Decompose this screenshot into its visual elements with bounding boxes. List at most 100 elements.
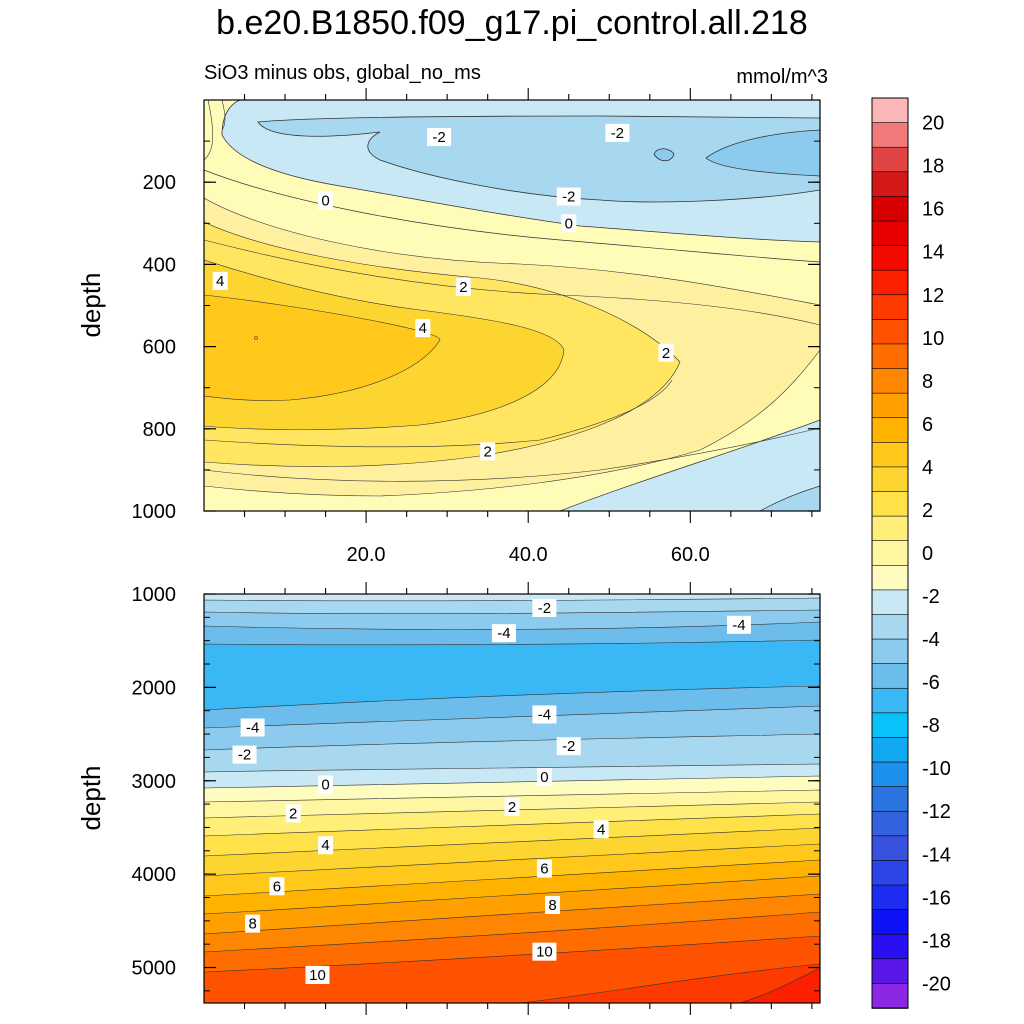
upper-fill-negative-deep [559,419,820,511]
contour-label-box [318,191,334,210]
colorbar-tick-label: 14 [922,242,944,264]
contour-label: 0 [321,776,329,793]
colorbar-tick-label: -18 [922,930,951,952]
y-tick-label: 5000 [132,958,177,980]
contour-label: 6 [540,861,548,878]
colorbar-swatch [871,663,909,690]
x-tick-label: 40.0 [509,544,548,566]
contour-label: 4 [321,837,329,854]
colorbar-swatch [871,737,909,763]
contour-label-box [556,737,581,756]
contour-label: -2 [611,125,624,142]
y-tick-label: 200 [143,172,176,194]
colorbar-swatch [871,614,909,640]
contour-label-box [245,914,261,933]
contour-label-box [536,768,552,787]
y-tick-label: 4000 [132,864,177,886]
lower-contour-labels: -2 -4 -4 -4 -4 -2 -2 0 0 2 2 4 4 6 6 8 8 10 10 [232,599,751,984]
colorbar-tick-label: 12 [922,285,944,307]
y-tick-label: 2000 [132,677,177,699]
colorbar-tick-label: 4 [922,457,933,479]
y-tick-label: 400 [143,254,176,276]
contour-label: -2 [562,189,575,206]
contour-label-box [427,127,452,146]
upper-fill-neg2-patch [705,129,820,177]
colorbar-tick-label: -10 [922,758,951,780]
colorbar-swatch [871,417,909,444]
contour-label: 4 [597,821,605,838]
colorbar-tick-label: 16 [922,199,944,221]
y-tick-label: 3000 [132,771,177,793]
contour-label-box [491,624,516,643]
contour-label-box [658,343,674,362]
colorbar-swatch [871,860,909,886]
upper-contour-line [204,427,820,482]
colorbar-swatch [871,343,909,370]
contour-label-box [240,718,265,737]
colorbar-swatch [871,712,909,739]
contour-label: 2 [662,345,670,362]
upper-contour-fill [204,100,820,511]
contour-label: -2 [238,747,251,764]
colorbar-swatch [871,810,909,837]
contour-label: 0 [321,193,329,210]
contour-label-box [212,271,228,290]
upper-panel: -2 -2 -2 0 0 4 2 4 2 2 200 400 600 800 1000 20.0 40.0 60… [132,88,821,566]
colorbar-swatch [871,884,909,911]
contour-label: -4 [732,617,745,634]
chart-title: b.e20.B1850.f09_g17.pi_control.all.218 [216,4,808,42]
colorbar-swatch [871,687,909,714]
colorbar-swatch [871,515,909,542]
colorbar-tick-label: 8 [922,371,933,393]
colorbar-swatch [871,392,909,419]
contour-label: -4 [538,706,551,723]
colorbar-swatch [871,933,909,960]
colorbar-tick-label: 6 [922,414,933,436]
colorbar-swatch [871,761,909,788]
contour-label-box [532,599,557,618]
colorbar-swatch [871,146,909,173]
upper-contour-labels: -2 -2 -2 0 0 4 2 4 2 2 [212,123,674,461]
contour-label: 10 [309,967,326,984]
contour-label: -4 [497,625,510,642]
y-tick-label: 800 [143,419,176,441]
colorbar-swatch [871,564,909,591]
x-tick-label: 20.0 [347,544,386,566]
contour-label: 0 [540,769,548,786]
contour-label: -2 [432,129,445,146]
contour-label-box [305,965,330,984]
contour-label: 6 [273,878,281,895]
colorbar-swatch [871,220,909,247]
contour-label: 10 [536,944,553,961]
upper-contour-line [204,100,214,161]
contour-label-box [593,820,609,839]
colorbar-tick-label: 2 [922,500,933,522]
contour-label-box [269,877,285,896]
contour-label: 8 [548,897,556,914]
colorbar-swatch [871,909,909,936]
contour-label-box [532,942,557,961]
colorbar-tick-label: -8 [922,715,940,737]
upper-fill-neg2-core [257,115,820,203]
colorbar-tick-label: -6 [922,672,940,694]
contour-label-box [318,836,334,855]
colorbar-tick-label: -20 [922,973,951,995]
colorbar-tick-label: -4 [922,629,940,651]
contour-label: 2 [459,279,467,296]
colorbar-swatch [871,491,909,517]
colorbar-swatch [871,958,909,985]
colorbar-swatch [871,97,909,124]
colorbar-swatch [871,269,909,296]
chart-subtitle: SiO3 minus obs, global_no_ms [204,62,481,84]
colorbar-swatch [871,294,909,321]
units-label: mmol/m^3 [736,66,828,88]
lower-panel: -2 -4 -4 -4 -4 -2 -2 0 0 2 2 4 4 6 6 8 8 10 10 1000 2000 300… [132,582,821,1015]
contour-label-box [545,895,561,914]
contour-label-box [455,278,471,297]
contour-label-box [536,859,552,878]
colorbar-swatch [871,786,909,813]
contour-label: 2 [484,443,492,460]
contour-label: 4 [419,320,427,337]
upper-fill-neg2-patch-small [653,148,675,162]
